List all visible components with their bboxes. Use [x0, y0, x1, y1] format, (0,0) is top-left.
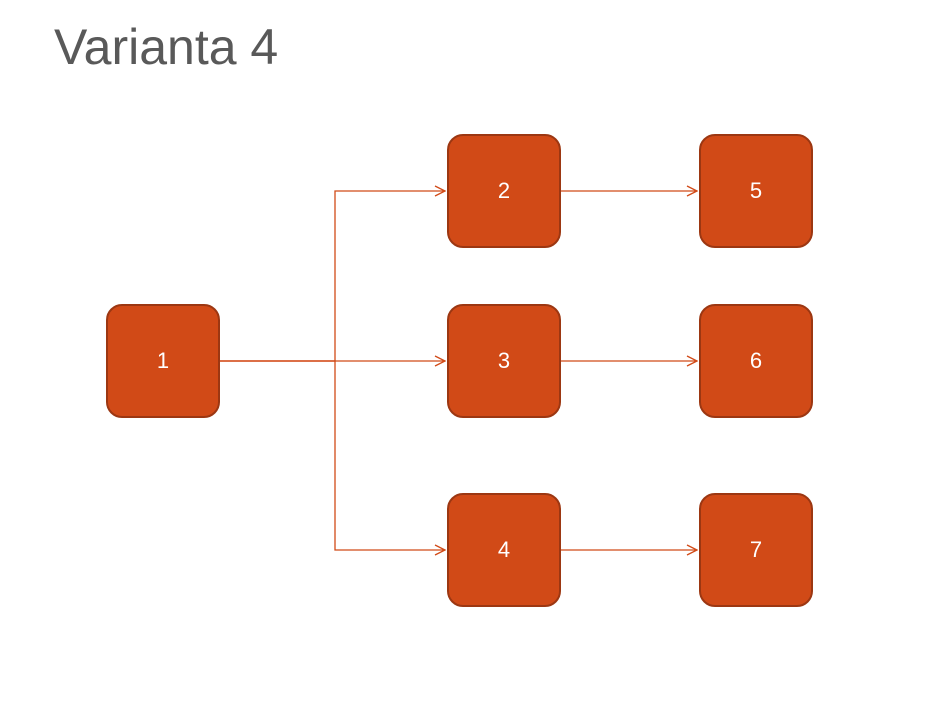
node-5: 5 — [699, 134, 813, 248]
node-6: 6 — [699, 304, 813, 418]
node-4: 4 — [447, 493, 561, 607]
node-3: 3 — [447, 304, 561, 418]
connector-1-to-2 — [220, 191, 445, 362]
node-7: 7 — [699, 493, 813, 607]
slide-title: Varianta 4 — [54, 19, 279, 75]
node-1: 1 — [106, 304, 220, 418]
connector-1-to-4 — [220, 360, 445, 550]
node-2: 2 — [447, 134, 561, 248]
